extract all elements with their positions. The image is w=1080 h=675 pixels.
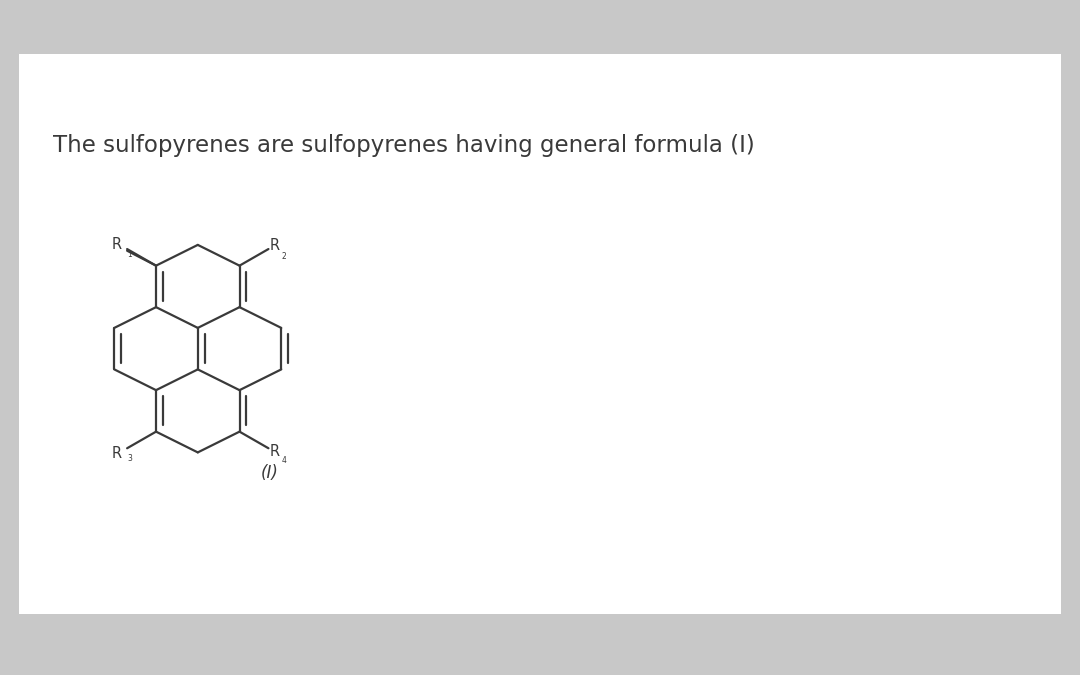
Text: R: R [111, 236, 121, 252]
Text: $_4$: $_4$ [281, 455, 287, 467]
Text: $_1$: $_1$ [127, 249, 133, 261]
Text: R: R [111, 446, 121, 461]
Text: $_3$: $_3$ [127, 452, 134, 465]
Text: R: R [269, 238, 280, 253]
Text: R: R [269, 444, 280, 459]
Text: $_2$: $_2$ [281, 250, 287, 263]
Text: (I): (I) [261, 464, 279, 482]
Text: The sulfopyrenes are sulfopyrenes having general formula (I): The sulfopyrenes are sulfopyrenes having… [53, 134, 755, 157]
